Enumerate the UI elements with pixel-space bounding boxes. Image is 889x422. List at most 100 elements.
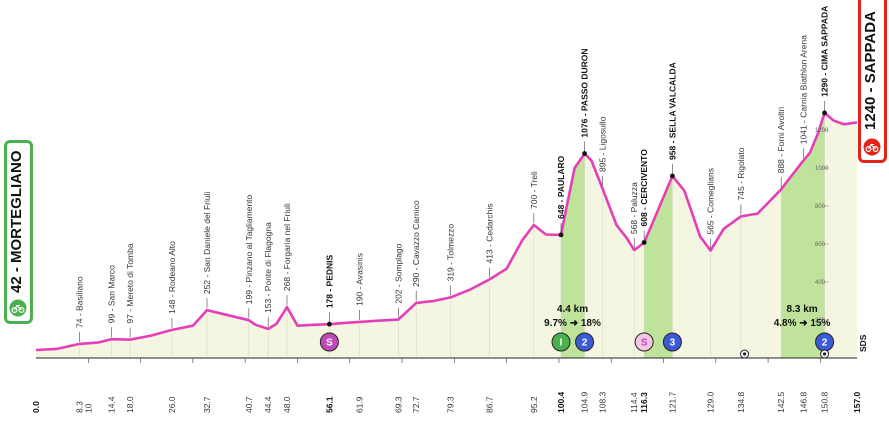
y-axis-layer: 200 400 600 800 1000 1200 SDS — [815, 128, 868, 352]
x-tick-label: 104.9 — [580, 391, 590, 413]
marker-symbol: 3 — [670, 338, 676, 349]
start-city-label: 42 - MORTEGLIANO — [8, 150, 25, 293]
x-tick-label: 18.0 — [125, 396, 135, 413]
place-label: 148 - Rodeano Alto — [167, 241, 177, 314]
kom-marker[interactable] — [575, 332, 595, 352]
place-label: 202 - Somplago — [393, 243, 403, 303]
sds-label: SDS — [858, 334, 868, 352]
km-post-icon-dot — [742, 352, 747, 356]
place-dot — [582, 151, 587, 156]
x-tick-label: 108.3 — [597, 391, 607, 413]
place-dot — [670, 173, 675, 179]
place-label: 608 - CERCIVENTO — [639, 149, 649, 227]
climb-gradient-label: 9.7% ➜ 18% — [544, 318, 601, 329]
marker-symbol: 2 — [822, 338, 828, 349]
place-label: 97 - Mereto di Tomba — [125, 243, 135, 323]
place-label: 268 - Forgaria nel Friuli — [282, 203, 292, 291]
place-label: 319 - Tolmezzo — [446, 224, 456, 282]
place-label: 413 - Cedarchis — [484, 204, 494, 264]
x-tick-label: 10 — [83, 403, 93, 413]
place-label: 895 - Ligosullo — [597, 116, 607, 172]
place-label: 745 - Rigolato — [736, 147, 746, 200]
sprint-pink-marker[interactable] — [634, 332, 654, 352]
place-label: 199 - Pinzano al Tagliamento — [244, 194, 254, 304]
place-dot — [558, 232, 564, 238]
place-label: 568 - Paluzza — [629, 182, 639, 234]
x-tick-label: 72.7 — [411, 396, 421, 413]
place-label: 190 - Avasinis — [355, 253, 365, 306]
marker-layer: S I 2 S 3 2 4.4 km 9.7% ➜ 18% 8.3 km 4.8% ➜ 15% — [319, 304, 835, 359]
x-tick-label: 86.7 — [484, 396, 494, 413]
place-dot — [326, 321, 332, 327]
climb-length-label: 4.4 km — [557, 304, 588, 315]
climb-length-label: 8.3 km — [787, 304, 818, 315]
x-tick-label: 146.8 — [799, 391, 809, 413]
intermediate-marker[interactable] — [551, 332, 571, 352]
x-tick-label: 116.3 — [639, 392, 649, 413]
x-tick-label: 32.7 — [202, 396, 212, 413]
gridline-layer — [79, 115, 825, 358]
place-dot — [822, 110, 827, 116]
x-tick-label: 157.0 — [852, 391, 862, 413]
x-tick-label: 44.4 — [263, 396, 273, 413]
climb-shading-layer — [561, 112, 825, 359]
profile-line-layer — [35, 111, 858, 352]
marker-symbol: I — [560, 338, 563, 349]
climb-shading-1 — [561, 153, 585, 358]
x-tick-label: 56.1 — [324, 396, 334, 413]
climb-gradient-label: 4.8% ➜ 15% — [774, 318, 831, 329]
km-post-icon-dot — [822, 352, 827, 356]
y-tick-label: 1200 — [815, 128, 829, 134]
place-label: 74 - Basiliano — [74, 276, 84, 328]
place-dot — [641, 240, 647, 245]
x-tick-label: 69.3 — [393, 396, 403, 413]
place-label: 290 - Cavazzo Carnico — [411, 200, 421, 287]
place-label: 1041 - Carnia Biathlon Arena — [799, 35, 809, 144]
x-tick-label: 8.3 — [74, 401, 84, 413]
x-tick-label: 26.0 — [167, 396, 177, 413]
y-tick-label: 400 — [815, 280, 826, 286]
sprint-marker[interactable] — [319, 332, 339, 352]
place-label: 1290 - CIMA SAPPADA — [820, 6, 830, 97]
x-tick-label: 14.4 — [106, 396, 116, 413]
kom-marker[interactable] — [662, 332, 682, 352]
marker-symbol: 2 — [582, 338, 588, 349]
y-tick-label: 200 — [815, 318, 826, 324]
x-tick-label: 100.4 — [556, 391, 566, 413]
x-tick-label: 61.9 — [355, 396, 365, 413]
place-label: 958 - SELLA VALCALDA — [667, 62, 677, 160]
place-label: 252 - San Daniele del Friuli — [202, 191, 212, 294]
marker-symbol: S — [326, 338, 333, 349]
x-tick-label: 40.7 — [244, 396, 254, 413]
profile-line — [35, 111, 858, 352]
x-tick-label: 150.8 — [820, 391, 830, 413]
place-label: 565 - Comeglians — [706, 168, 716, 235]
finish-city-label: 1240 - SAPPADA — [862, 11, 879, 130]
place-label: 99 - San Marco — [106, 265, 116, 323]
x-tick-label: 79.3 — [446, 396, 456, 413]
x-tick-label: 95.2 — [529, 396, 539, 413]
x-tick-label: 114.4 — [629, 392, 639, 413]
place-label: 648 - PAULARO — [556, 155, 566, 219]
x-tick-label: 134.8 — [736, 391, 746, 413]
place-label: 888 - Forni Avoltri — [776, 107, 786, 174]
place-label-layer: 74 - Basiliano 99 - San Marco 97 - Mereto … — [74, 6, 830, 342]
x-axis-layer: 0.0 8.310 14.4 18.0 26.0 32.7 40.7 44.4 48.0 56.1… — [31, 357, 862, 413]
place-label: 1076 - PASSO DURON — [580, 48, 590, 137]
y-tick-label: 1000 — [815, 166, 829, 172]
climb-shading-3 — [781, 112, 825, 359]
marker-symbol: S — [641, 338, 648, 349]
bicycle-icon — [863, 138, 881, 156]
x-tick-label: 121.7 — [667, 391, 677, 413]
finish-city-box: 1240 - SAPPADA — [858, 0, 887, 163]
x-tick-label: 48.0 — [282, 396, 292, 413]
y-tick-label: 600 — [815, 242, 826, 248]
place-label: 700 - Treli — [529, 171, 539, 209]
place-label: 178 - PEDNIS — [324, 254, 334, 308]
bicycle-icon — [9, 299, 27, 317]
x-tick-label: 129.0 — [706, 391, 716, 413]
place-label: 153 - Ponte di Flagogna — [263, 222, 273, 313]
x-tick-label: 0.0 — [31, 401, 41, 413]
x-tick-label: 142.5 — [776, 391, 786, 413]
